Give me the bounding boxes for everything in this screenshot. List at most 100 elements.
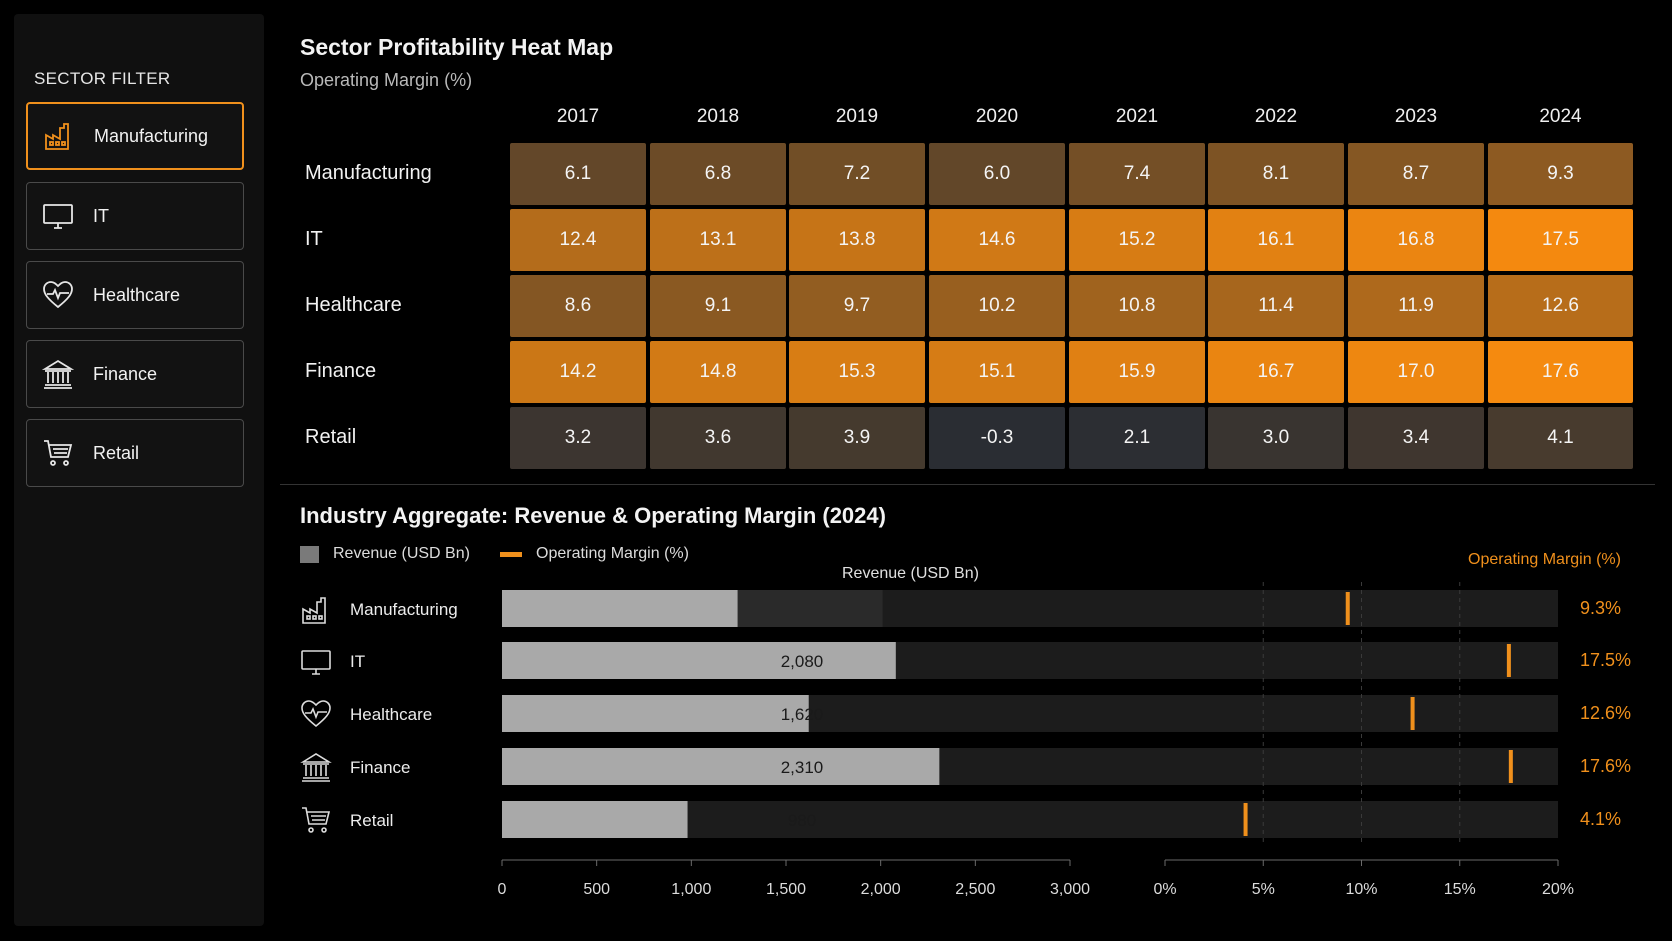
factory-icon [300,594,332,626]
revenue-axis-title: Revenue (USD Bn) [842,565,979,582]
heatmap-cell[interactable]: -0.3 [929,407,1065,469]
revenue-tick-label: 500 [583,881,610,898]
heatmap-cell[interactable]: 11.4 [1208,275,1344,337]
heatmap-row-label: IT [305,228,323,250]
main-panel: Sector Profitability Heat Map Operating … [280,0,1672,941]
heatmap-cell[interactable]: 8.1 [1208,143,1344,205]
filter-label: IT [93,205,109,226]
heatmap-cell[interactable]: 7.2 [789,143,925,205]
heatmap-cell[interactable]: 9.7 [789,275,925,337]
margin-tick-label: 10% [1345,881,1377,898]
filter-manufacturing-button[interactable]: Manufacturing [26,102,244,170]
revenue-bar [502,590,738,627]
heatmap-cell[interactable]: 17.6 [1488,341,1633,403]
revenue-bar-label: 2,080 [781,652,824,671]
margin-value-it: 17.5% [1580,650,1632,670]
heatmap-cell[interactable]: 13.1 [650,209,786,271]
filter-retail-button[interactable]: Retail [26,419,244,487]
heatmap-cell[interactable]: 17.5 [1488,209,1633,271]
heatmap-cell[interactable]: 6.8 [650,143,786,205]
heatmap-cell[interactable]: 3.2 [510,407,646,469]
heatmap-cell[interactable]: 3.0 [1208,407,1344,469]
monitor-icon [300,646,332,678]
heatmap-cell[interactable]: 10.2 [929,275,1065,337]
filter-label: Finance [93,363,158,384]
heatmap-row-label: Healthcare [305,294,402,316]
sidebar-title: SECTOR FILTER [34,69,171,88]
bar-chart-title: Industry Aggregate: Revenue & Operating … [300,503,886,528]
heatmap-cell[interactable]: 11.9 [1348,275,1484,337]
bar-label-healthcare: Healthcare [350,705,433,724]
margin-marker [1508,750,1513,783]
sector-filter-sidebar: SECTOR FILTER Manufacturing IT Healthcar… [14,14,264,926]
bar-track [502,642,1558,679]
heatmap-cell[interactable]: 14.2 [510,341,646,403]
bar-label-it: IT [350,652,366,671]
revenue-tick-label: 2,000 [861,881,901,898]
heatmap-cell[interactable]: 8.6 [510,275,646,337]
bar-chart-svg: 1,245 2,080 1,620 2,310 980 0 500 1,000 1,500 2,0… [498,582,1574,898]
revenue-bar [502,801,688,838]
heatmap-cell[interactable]: 6.1 [510,143,646,205]
year-header-2018: 2018 [696,106,740,127]
bar-label-retail: Retail [350,811,394,830]
heatmap-subtitle: Operating Margin (%) [300,70,473,90]
revenue-tick-label: 1,500 [766,881,806,898]
heatmap-row-label: Finance [305,360,377,382]
bar-label-manufacturing: Manufacturing [350,600,458,619]
filter-healthcare-button[interactable]: Healthcare [26,261,244,329]
bank-icon [300,751,332,783]
filter-it-button[interactable]: IT [26,182,244,250]
heatmap-cell[interactable]: 7.4 [1069,143,1205,205]
margin-tick-label: 5% [1252,881,1275,898]
heatmap-cell[interactable]: 2.1 [1069,407,1205,469]
margin-swatch [500,551,522,557]
margin-marker [1410,697,1415,730]
revenue-bar-label: 980 [788,811,816,830]
revenue-bar-label: 2,310 [781,758,824,777]
heatmap-cell[interactable]: 16.1 [1208,209,1344,271]
heatmap-cell[interactable]: 12.4 [510,209,646,271]
heatmap-cell[interactable]: 9.1 [650,275,786,337]
legend-margin: Operating Margin (%) [500,545,689,563]
heatmap-cell[interactable]: 3.6 [650,407,786,469]
heatmap-cell[interactable]: 16.7 [1208,341,1344,403]
cart-icon [41,436,75,470]
year-header-2024: 2024 [1539,106,1582,127]
heatmap-row-label: Manufacturing [305,162,432,184]
legend-margin-label: Operating Margin (%) [536,545,689,562]
filter-label: Manufacturing [94,125,209,146]
heatmap-cell[interactable]: 3.9 [789,407,925,469]
revenue-tick-label: 0 [498,881,507,898]
heatmap-cell[interactable]: 8.7 [1348,143,1484,205]
bar-label-finance: Finance [350,758,411,777]
filter-finance-button[interactable]: Finance [26,340,244,408]
revenue-tick-label: 3,000 [1050,881,1090,898]
heatmap-cell[interactable]: 6.0 [929,143,1065,205]
heatmap-cell[interactable]: 15.1 [929,341,1065,403]
heatmap-cell[interactable]: 13.8 [789,209,925,271]
revenue-bar [502,748,940,785]
revenue-bar-label: 1,620 [781,705,824,724]
heatmap-cell[interactable]: 15.2 [1069,209,1205,271]
legend-revenue-label: Revenue (USD Bn) [333,545,470,562]
heatmap-cell[interactable]: 4.1 [1488,407,1633,469]
heatmap-cell[interactable]: 10.8 [1069,275,1205,337]
revenue-bar [502,695,809,732]
heatmap-cell[interactable]: 3.4 [1348,407,1484,469]
heatmap-cell[interactable]: 17.0 [1348,341,1484,403]
revenue-swatch [300,545,319,563]
margin-marker [1243,803,1248,836]
margin-axis-title: Operating Margin (%) [1468,551,1621,568]
margin-marker [1345,592,1350,625]
heatmap-cell[interactable]: 12.6 [1488,275,1633,337]
heatmap-cell[interactable]: 14.8 [650,341,786,403]
heatmap-cell[interactable]: 16.8 [1348,209,1484,271]
margin-value-manufacturing: 9.3% [1580,598,1622,618]
bar-track [502,748,1558,785]
revenue-bar-extension [737,590,883,627]
heatmap-cell[interactable]: 15.3 [789,341,925,403]
heatmap-cell[interactable]: 15.9 [1069,341,1205,403]
heatmap-cell[interactable]: 9.3 [1488,143,1633,205]
heatmap-cell[interactable]: 14.6 [929,209,1065,271]
